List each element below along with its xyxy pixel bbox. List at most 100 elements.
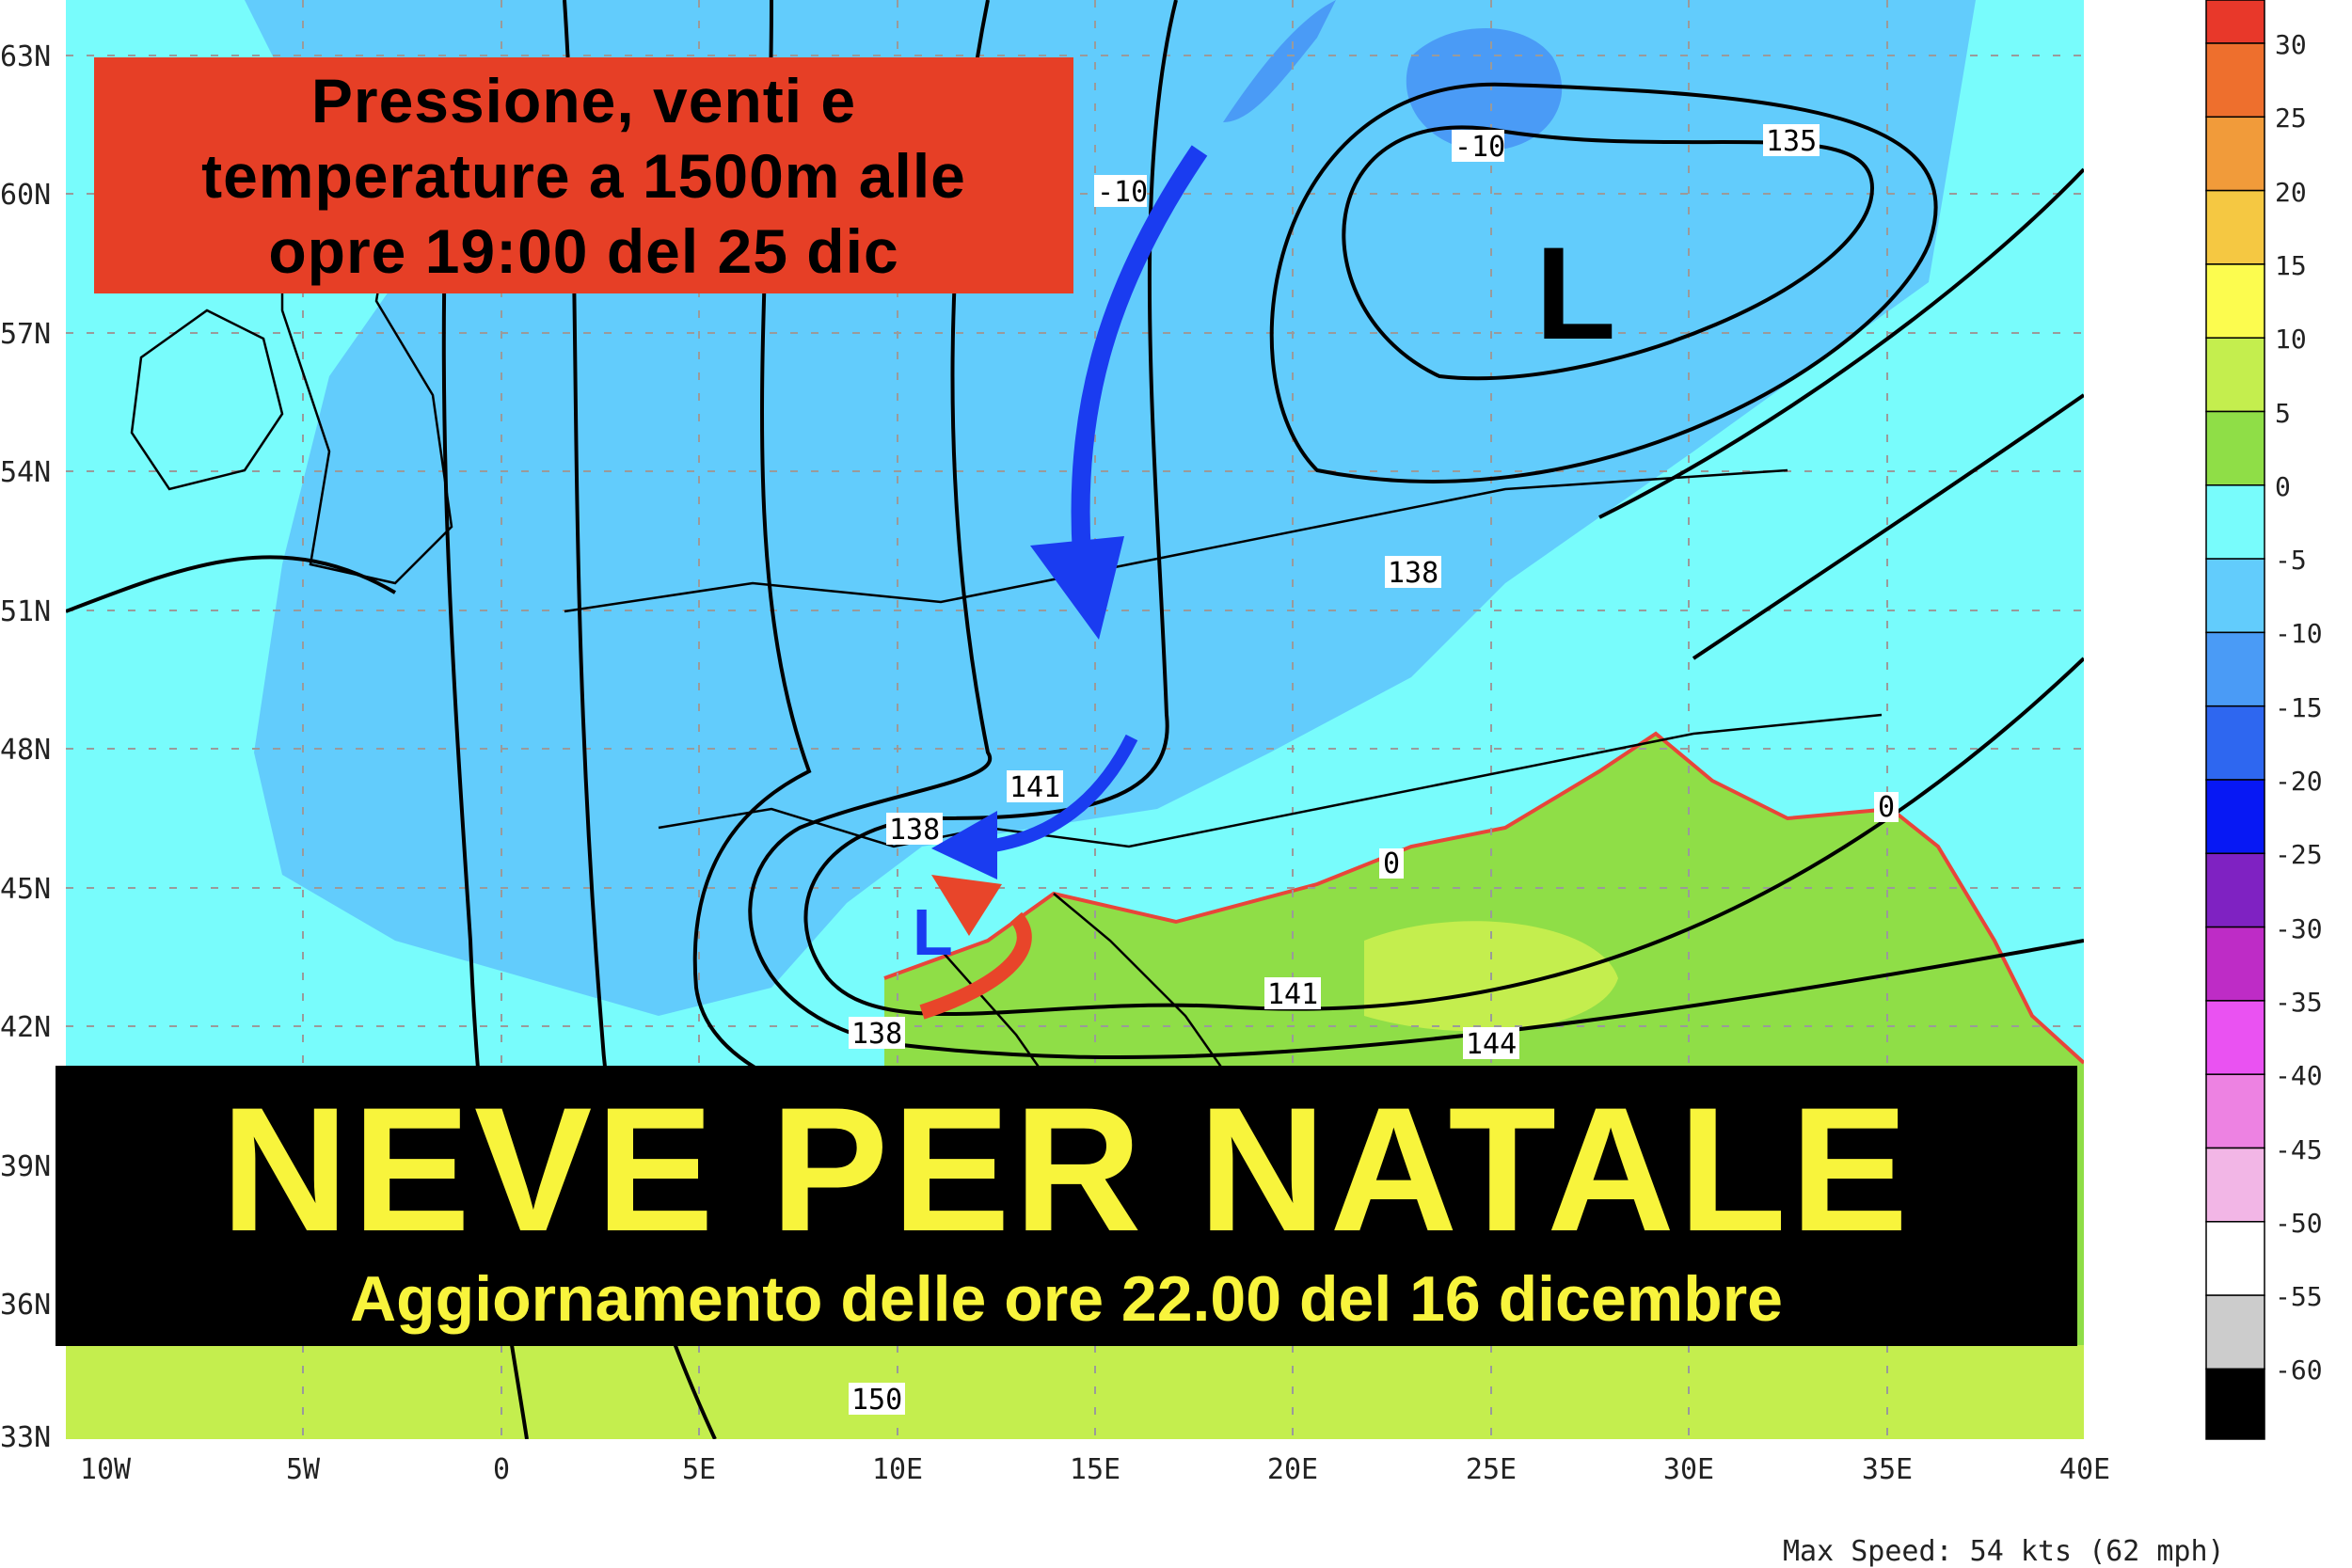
colorbar-label: 30 (2275, 29, 2307, 60)
longitude-axis: 10W 5W 0 5E 10E 15E 20E 25E 30E 35E 40E (80, 1453, 2110, 1486)
colorbar-band (2205, 1368, 2265, 1440)
colorbar-band (2205, 1147, 2265, 1223)
svg-text:-10: -10 (1454, 131, 1505, 164)
isobar-label: 144 (1463, 1027, 1519, 1061)
colorbar-label: -30 (2275, 913, 2323, 944)
blue-arrow-alps-head (931, 811, 997, 879)
svg-text:10W: 10W (80, 1453, 132, 1486)
svg-text:150: 150 (851, 1384, 902, 1417)
isobar-label: -10 (1452, 130, 1505, 164)
blue-arrow-north (1071, 145, 1208, 556)
colorbar-band (2205, 779, 2265, 855)
colorbar-label: 10 (2275, 324, 2307, 355)
svg-text:54N: 54N (0, 456, 51, 489)
low-pressure-center-italy: L (913, 895, 953, 969)
isobar-labels: -10 -10 135 138 141 138 138 141 144 150 … (849, 124, 1899, 1417)
colorbar-band (2205, 558, 2265, 634)
colorbar-band (2205, 189, 2265, 265)
svg-text:25E: 25E (1466, 1453, 1517, 1486)
isotherm-label: 0 (1874, 791, 1899, 824)
headline-banner: NEVE PER NATALE Aggiornamento delle ore … (56, 1066, 2077, 1346)
svg-text:63N: 63N (0, 40, 51, 73)
svg-text:15E: 15E (1070, 1453, 1120, 1486)
colorbar-band (2205, 1294, 2265, 1370)
colorbar-label: 0 (2275, 471, 2291, 502)
svg-text:0: 0 (1383, 847, 1400, 880)
colorbar-band (2205, 337, 2265, 413)
isobar-label: 150 (849, 1383, 905, 1417)
svg-text:36N: 36N (0, 1289, 51, 1322)
colorbar-label: -15 (2275, 692, 2323, 723)
colorbar-label: 5 (2275, 398, 2291, 429)
colorbar-band (2205, 631, 2265, 707)
svg-text:138: 138 (889, 814, 940, 847)
colorbar-label: -45 (2275, 1134, 2323, 1165)
colorbar-band (2205, 410, 2265, 486)
temperature-field-lightgreen (66, 921, 2084, 1439)
svg-text:0: 0 (1878, 791, 1895, 824)
headline: NEVE PER NATALE (220, 1070, 1913, 1268)
colorbar-band (2205, 263, 2265, 339)
isobar-label: 141 (1007, 770, 1063, 804)
latitude-axis: 63N 60N 57N 54N 51N 48N 45N 42N 39N 36N … (0, 40, 51, 1454)
colorbar-band (2205, 1073, 2265, 1149)
isobar-label: 135 (1763, 124, 1820, 158)
svg-text:51N: 51N (0, 595, 51, 628)
colorbar-labels: 30 25 20 15 10 5 0 -5 -10 -15 -20 -25 -3… (2275, 29, 2323, 1386)
svg-text:5E: 5E (682, 1453, 716, 1486)
colorbar-label: -25 (2275, 839, 2323, 870)
colorbar-label: -20 (2275, 766, 2323, 797)
svg-text:135: 135 (1766, 125, 1817, 158)
isobar-label: 138 (1385, 556, 1441, 590)
svg-text:138: 138 (1388, 557, 1438, 590)
map-title-box: Pressione, venti e temperature a 1500m a… (94, 57, 1073, 293)
title-line: opre 19:00 del 25 dic (268, 215, 899, 286)
svg-text:48N: 48N (0, 734, 51, 767)
svg-text:144: 144 (1466, 1028, 1517, 1061)
svg-text:0: 0 (493, 1453, 510, 1486)
colorbar-band (2205, 116, 2265, 192)
colorbar-band (2205, 484, 2265, 560)
colorbar-label: -60 (2275, 1354, 2323, 1386)
colorbar-label: 25 (2275, 103, 2307, 134)
svg-text:141: 141 (1267, 978, 1318, 1011)
svg-text:20E: 20E (1267, 1453, 1318, 1486)
colorbar-label: -5 (2275, 545, 2307, 576)
isobar-label: 138 (849, 1017, 905, 1051)
colorbar-band (2205, 0, 2265, 44)
svg-text:57N: 57N (0, 318, 51, 351)
svg-text:5W: 5W (286, 1453, 321, 1486)
isobar-label: -10 (1094, 175, 1148, 209)
flow-arrows (919, 145, 1208, 1020)
red-arrow-return-head (931, 875, 1002, 936)
colorbar-label: -50 (2275, 1208, 2323, 1239)
title-line: temperature a 1500m alle (201, 140, 966, 211)
title-line: Pressione, venti e (310, 65, 857, 135)
colorbar-band (2205, 926, 2265, 1002)
update-subtitle: Aggiornamento delle ore 22.00 del 16 dic… (350, 1263, 1783, 1335)
svg-text:30E: 30E (1663, 1453, 1714, 1486)
colorbar-label: -55 (2275, 1281, 2323, 1312)
isotherm-label: 0 (1379, 847, 1404, 880)
colorbar-band (2205, 705, 2265, 781)
temperature-colorbar (2205, 0, 2265, 1440)
colorbar-label: -35 (2275, 987, 2323, 1018)
max-speed-note: Max Speed: 54 kts (62 mph) (1783, 1535, 2225, 1568)
colorbar-band (2205, 1000, 2265, 1075)
colorbar-label: -40 (2275, 1060, 2323, 1091)
isobar-label: 141 (1264, 977, 1321, 1011)
svg-text:45N: 45N (0, 873, 51, 906)
svg-text:42N: 42N (0, 1011, 51, 1044)
svg-text:141: 141 (1009, 771, 1060, 804)
svg-text:138: 138 (851, 1018, 902, 1051)
svg-text:35E: 35E (1862, 1453, 1913, 1486)
svg-text:40E: 40E (2059, 1453, 2110, 1486)
red-arrow-return (919, 911, 1032, 1020)
svg-text:-10: -10 (1097, 176, 1148, 209)
low-pressure-center: L (1535, 219, 1616, 367)
blue-arrow-alps (987, 734, 1138, 853)
colorbar-band (2205, 42, 2265, 119)
colorbar-label: 15 (2275, 250, 2307, 281)
colorbar-band (2205, 1221, 2265, 1296)
temperature-field-blue-dark (1223, 0, 1563, 150)
